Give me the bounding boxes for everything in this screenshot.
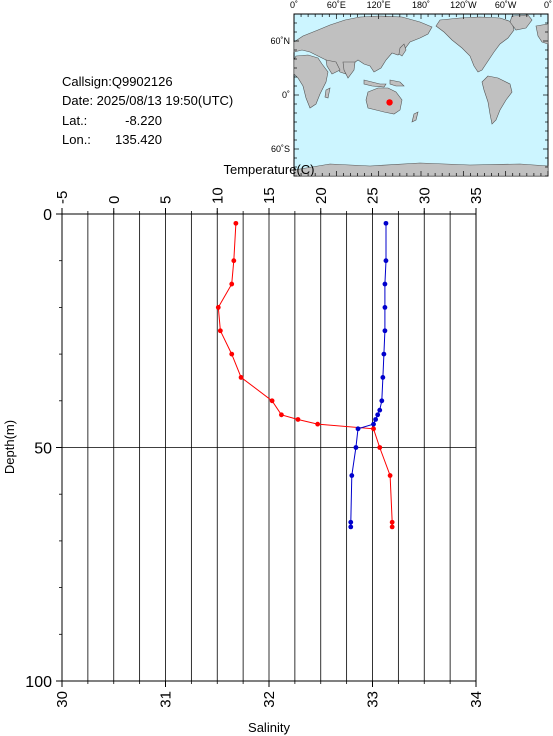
salinity-data-point <box>373 417 379 422</box>
depth-tick-label: 0 <box>43 207 52 224</box>
temperature-tick-label: 20 <box>313 187 330 204</box>
europe-edge-landmass <box>535 23 549 45</box>
temperature-data-point <box>231 258 237 264</box>
temperature-data-point <box>233 220 239 226</box>
africa-landmass <box>293 54 329 109</box>
temperature-data-point <box>238 375 244 380</box>
north-america-landmass <box>435 16 515 73</box>
temperature-data-point <box>279 412 284 418</box>
temperature-data-point <box>269 398 275 404</box>
map-longitude-label: 180˚ <box>412 0 430 10</box>
map-latitude-label: 60˚S <box>271 144 290 154</box>
temperature-data-point <box>295 417 301 422</box>
salinity-tick-label: 30 <box>54 691 71 708</box>
profile-series <box>215 220 395 530</box>
temperature-tick-label: 35 <box>468 187 485 204</box>
temperature-tick-label: -5 <box>54 191 71 204</box>
salinity-tick-label: 31 <box>158 691 175 708</box>
salinity-data-point <box>383 258 389 264</box>
temperature-data-point <box>229 351 235 357</box>
temperature-tick-label: 15 <box>261 187 278 204</box>
temperature-data-point <box>229 281 235 287</box>
map-longitude-label: 60˚W <box>495 0 517 10</box>
arabia-landmass <box>325 59 341 75</box>
temperature-tick-label: 0 <box>106 196 123 204</box>
longitude-label: Lon.: <box>62 131 91 147</box>
temperature-tick-label: 30 <box>416 187 433 204</box>
salinity-data-point <box>382 305 388 310</box>
new-zealand-landmass <box>411 111 419 123</box>
indonesia-landmass <box>363 79 387 88</box>
temperature-tick-label: 10 <box>209 187 226 204</box>
map-longitude-label: 60˚E <box>327 0 346 10</box>
salinity-axis: 30 31 32 33 34 <box>54 681 485 708</box>
map-labels: 0˚ 60˚E 120˚E 180˚ 120˚W 60˚W 0˚ 60˚N 0˚ 60˚S <box>270 0 552 154</box>
salinity-tick-label: 32 <box>261 691 278 708</box>
temperature-data-point <box>387 473 393 478</box>
temperature-axis: -5 0 5 10 15 20 25 30 35 <box>54 187 485 214</box>
salinity-data-point <box>382 328 388 334</box>
salinity-data-point <box>383 220 389 226</box>
float-location-marker <box>386 99 393 106</box>
temperature-data-point <box>377 445 383 450</box>
salinity-data-point <box>348 524 354 530</box>
date-text: Date: 2025/08/13 19:50(UTC) <box>62 93 234 109</box>
madagascar-landmass <box>324 87 331 99</box>
map-longitude-label: 120˚W <box>450 0 477 10</box>
depth-tick-label: 50 <box>34 441 52 458</box>
depth-axis: 0 50 100 <box>25 207 62 691</box>
latitude-label: Lat.: <box>62 112 88 128</box>
salinity-profile-line <box>350 223 387 527</box>
map-longitude-label: 120˚E <box>367 0 391 10</box>
australia-landmass <box>365 87 403 115</box>
longitude-value: 135.420 <box>115 131 162 147</box>
salinity-data-point <box>348 519 354 525</box>
salinity-data-point <box>355 426 361 432</box>
salinity-tick-label: 34 <box>468 691 485 708</box>
salinity-data-point <box>380 375 386 380</box>
salinity-data-point <box>371 421 376 427</box>
salinity-data-point <box>353 445 359 450</box>
map-longitude-label: 0˚ <box>290 0 298 10</box>
new-guinea-landmass <box>389 79 405 87</box>
depth-axis-title: Depth(m) <box>2 420 17 474</box>
temperature-data-point <box>217 328 223 334</box>
latitude-row: Lat.: -8.220 <box>62 111 233 130</box>
temperature-axis-title: Temperature(C) <box>223 162 314 177</box>
callsign-text: Callsign:Q9902126 <box>62 74 173 89</box>
temperature-data-point <box>389 524 395 530</box>
india-landmass <box>342 61 356 79</box>
salinity-data-point <box>381 351 387 357</box>
float-info: Callsign:Q9902126 Date: 2025/08/13 19:50… <box>62 72 233 149</box>
map-land <box>293 14 549 177</box>
salinity-tick-label: 33 <box>365 691 382 708</box>
japan-landmass <box>398 43 407 57</box>
temperature-data-point <box>371 426 376 432</box>
temperature-profile-line <box>217 223 393 527</box>
map-latitude-label: 60˚N <box>270 36 290 46</box>
temperature-data-point <box>315 421 321 427</box>
temperature-data-point <box>215 305 221 310</box>
salinity-data-point <box>377 407 383 413</box>
map-latitude-label: 0˚ <box>282 90 290 100</box>
salinity-data-point <box>382 281 388 287</box>
salinity-data-point <box>375 412 381 418</box>
map-longitude-label: 0˚ <box>544 0 552 10</box>
temperature-tick-label: 25 <box>365 187 382 204</box>
greenland-landmass <box>509 14 533 31</box>
temperature-tick-label: 5 <box>158 196 175 204</box>
salinity-axis-title: Salinity <box>248 720 290 735</box>
latitude-value: -8.220 <box>125 112 162 128</box>
salinity-data-point <box>379 398 385 404</box>
map-frame-ticks <box>293 13 549 177</box>
salinity-data-point <box>349 473 355 478</box>
location-map: 0˚ 60˚E 120˚E 180˚ 120˚W 60˚W 0˚ 60˚N 0˚ 60˚S <box>270 0 552 177</box>
longitude-row: Lon.: 135.420 <box>62 130 233 149</box>
south-america-landmass <box>481 75 513 125</box>
temperature-data-point <box>389 519 395 525</box>
depth-tick-label: 100 <box>25 674 52 691</box>
